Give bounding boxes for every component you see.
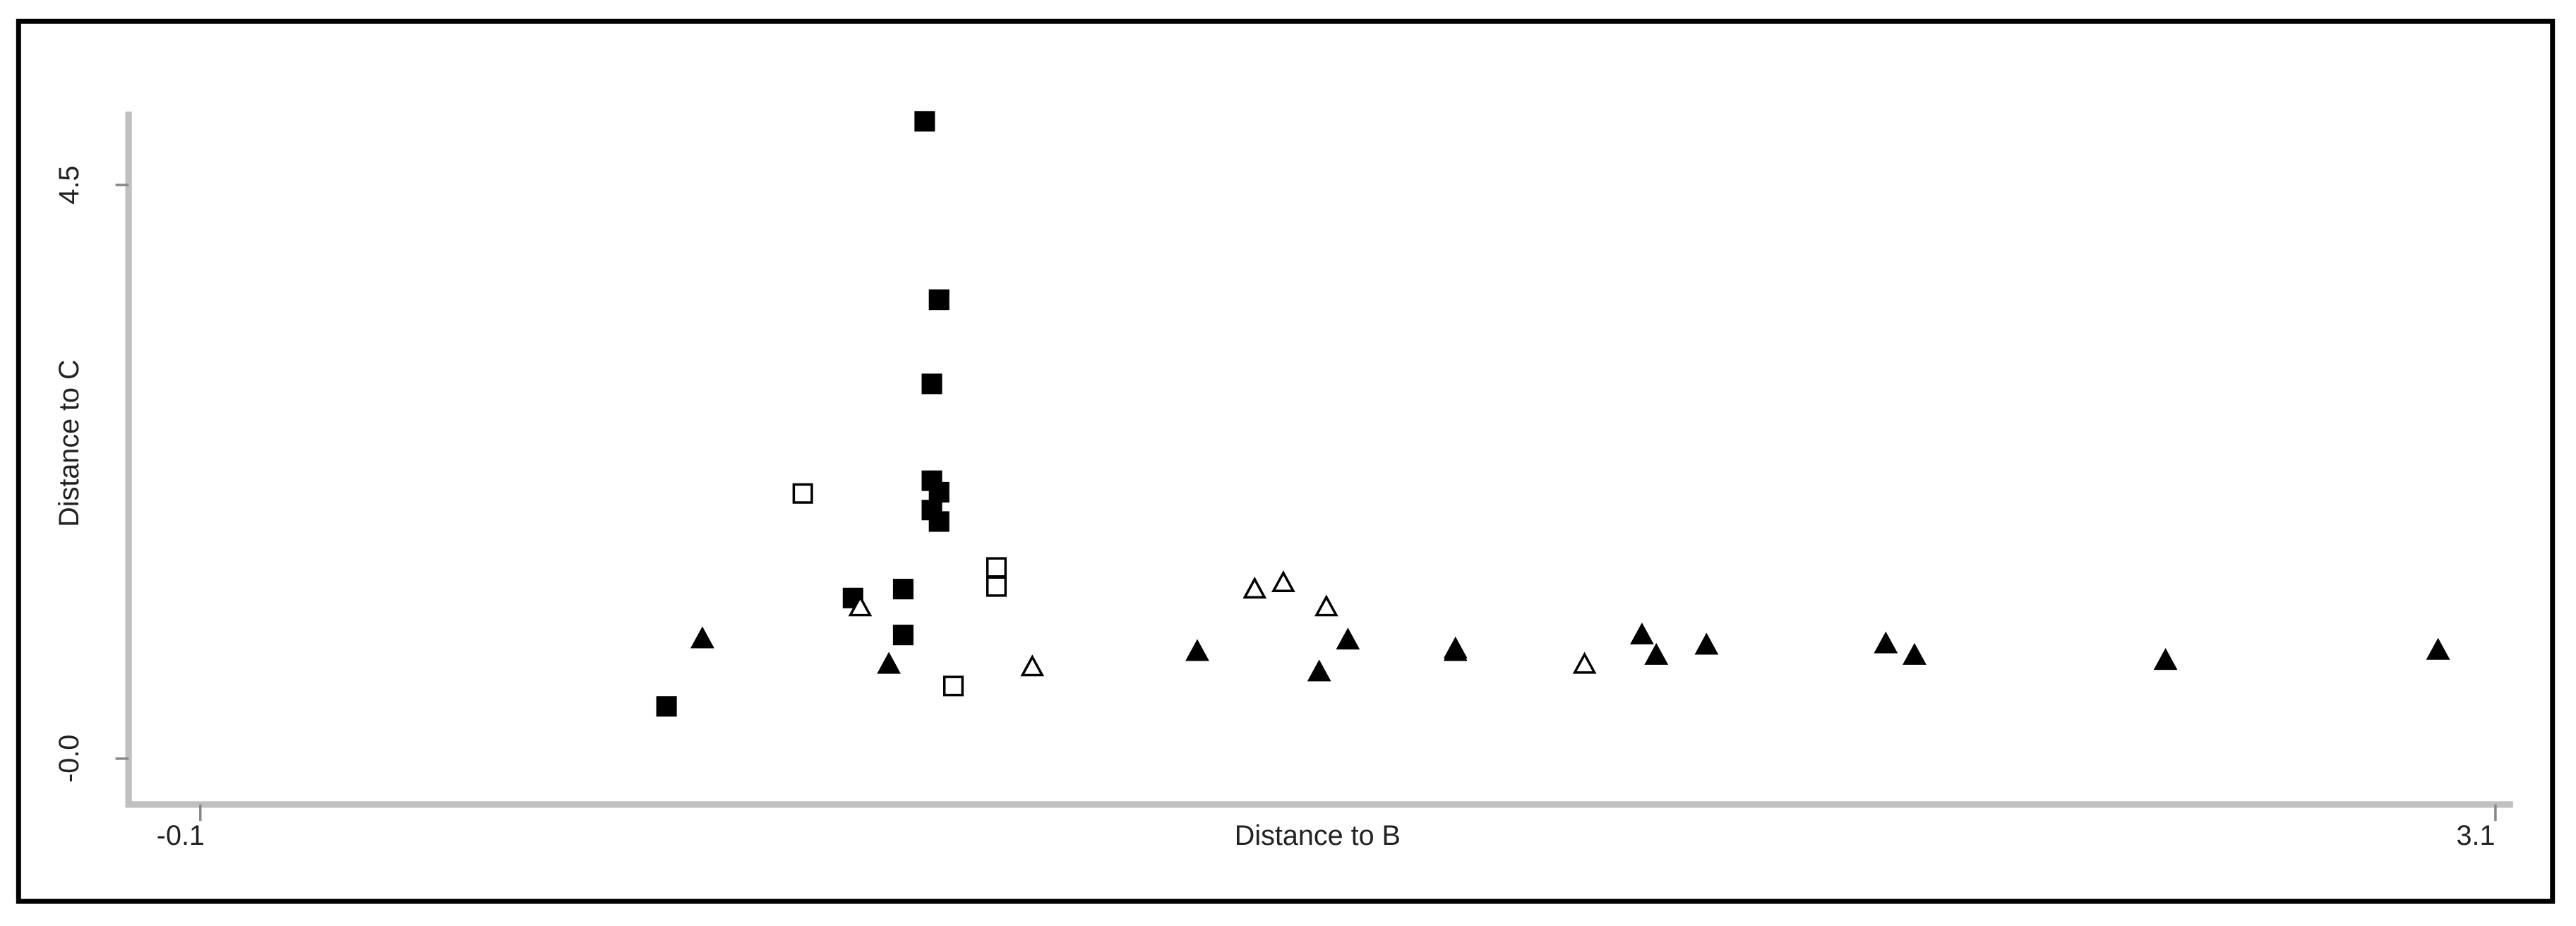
y-tick-label: 4.5: [54, 166, 85, 205]
square-point: [892, 579, 913, 600]
triangle-point: [1185, 639, 1209, 661]
square-point: [986, 576, 1007, 597]
x-tick-label: 3.1: [2457, 820, 2496, 851]
square-point: [921, 373, 942, 395]
x-tick-label: -0.1: [157, 820, 205, 851]
triangle-point: [1314, 594, 1338, 617]
square-point: [943, 675, 964, 697]
square-point: [656, 696, 677, 717]
triangle-point: [1336, 627, 1360, 650]
square-point: [914, 111, 935, 132]
triangle-point: [1644, 642, 1669, 665]
triangle-point: [1443, 639, 1468, 661]
triangle-point: [1020, 654, 1045, 677]
triangle-point: [1242, 577, 1267, 599]
square-point: [792, 483, 813, 504]
square-point: [986, 557, 1007, 578]
y-tick-label: -0.0: [54, 735, 85, 783]
square-point: [928, 511, 949, 532]
x-axis-label: Distance to B: [1235, 820, 1401, 851]
triangle-point: [848, 594, 873, 617]
square-point: [928, 289, 949, 311]
frame: [16, 18, 2556, 904]
triangle-point: [877, 651, 901, 674]
y-axis-label: Distance to C: [54, 359, 85, 527]
triangle-point: [1903, 642, 1927, 665]
triangle-point: [690, 626, 714, 649]
triangle-point: [1629, 623, 1654, 645]
triangle-point: [1271, 570, 1295, 592]
triangle-point: [1307, 659, 1331, 682]
triangle-point: [2153, 648, 2178, 671]
triangle-point: [2426, 637, 2450, 660]
triangle-point: [1874, 631, 1898, 654]
square-point: [928, 481, 949, 503]
square-point: [892, 625, 913, 646]
triangle-point: [1694, 632, 1719, 655]
triangle-point: [1572, 651, 1597, 674]
